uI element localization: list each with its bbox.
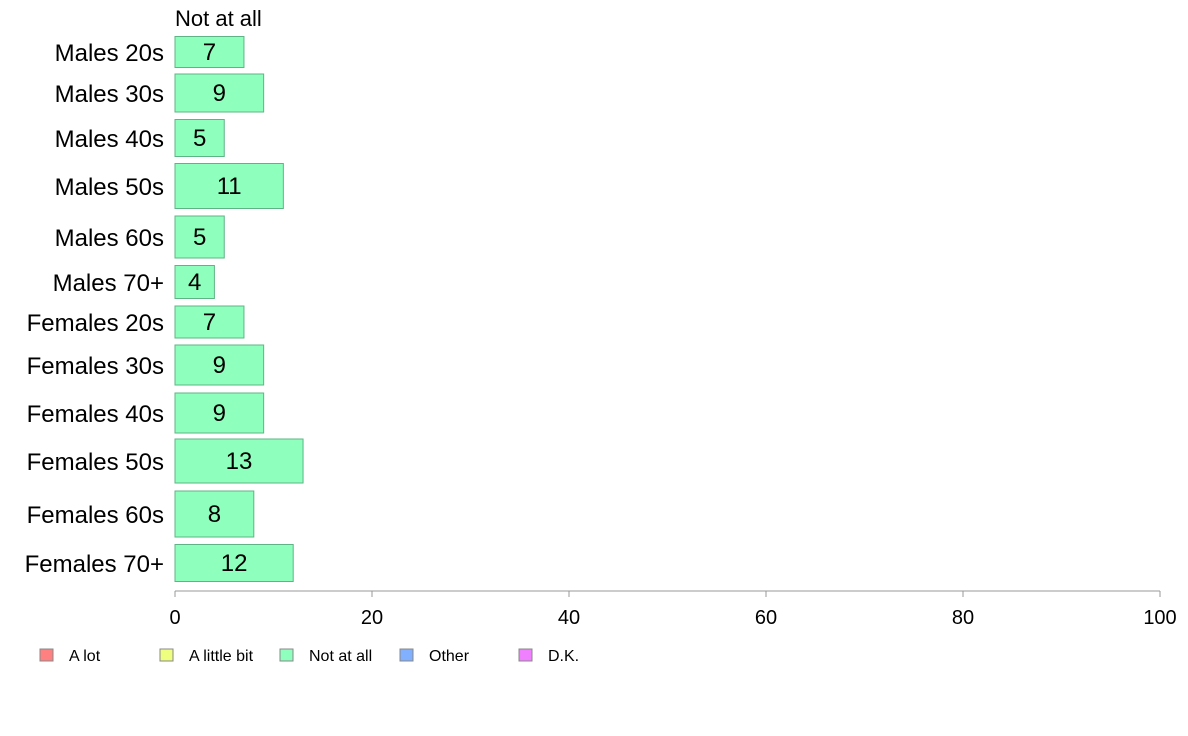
category-label: Females 70+	[25, 551, 164, 578]
value-label: 8	[208, 501, 221, 528]
tick-label: 0	[169, 607, 180, 629]
legend-label: D.K.	[548, 648, 579, 665]
value-label: 9	[213, 80, 226, 107]
value-label: 12	[221, 550, 248, 577]
tick-label: 60	[755, 607, 777, 629]
bar	[174, 490, 255, 538]
category-labels: Males 20s Males 30s Males 40s Males 50s Male…	[25, 40, 164, 578]
bar	[174, 265, 215, 299]
category-label: Males 30s	[55, 81, 164, 108]
category-label: Males 70+	[53, 270, 164, 297]
tick-label: 100	[1143, 607, 1176, 629]
legend-label: Other	[429, 648, 470, 665]
value-label: 7	[203, 39, 216, 66]
value-label: 11	[217, 173, 242, 200]
category-label: Males 50s	[55, 174, 164, 201]
legend-label: A little bit	[189, 648, 254, 665]
tick-label: 20	[361, 607, 383, 629]
bar	[174, 438, 304, 484]
bar	[174, 544, 294, 582]
bar	[174, 344, 265, 386]
legend-swatch	[518, 648, 533, 662]
category-label: Females 30s	[27, 353, 164, 380]
category-label: Females 50s	[27, 449, 164, 476]
legend-swatch	[159, 648, 174, 662]
legend-swatch	[399, 648, 414, 662]
value-label: 5	[193, 125, 206, 152]
bar	[174, 392, 265, 434]
category-label: Males 60s	[55, 225, 164, 252]
bar	[174, 73, 265, 113]
tick-label: 40	[558, 607, 580, 629]
value-label: 4	[188, 269, 201, 296]
bar	[174, 215, 225, 259]
tick-label: 80	[952, 607, 974, 629]
category-label: Females 60s	[27, 502, 164, 529]
category-label: Males 40s	[55, 126, 164, 153]
value-label: 9	[213, 400, 226, 427]
value-label: 9	[213, 352, 226, 379]
category-label: Females 20s	[27, 310, 164, 337]
legend: A lot A little bit Not at all Other D.K.	[39, 648, 579, 665]
x-axis: 0 20 40 60 80 100	[169, 590, 1177, 629]
legend-swatch	[39, 648, 54, 662]
bar	[174, 119, 225, 157]
legend-label: Not at all	[309, 648, 372, 665]
series-title: Not at all	[175, 6, 262, 31]
category-label: Females 40s	[27, 401, 164, 428]
bar	[174, 305, 245, 339]
bar	[174, 36, 245, 68]
legend-swatch	[279, 648, 294, 662]
legend-label: A lot	[69, 648, 101, 665]
category-label: Males 20s	[55, 40, 164, 67]
value-label: 5	[193, 224, 206, 251]
value-label: 13	[226, 448, 253, 475]
bar	[174, 163, 284, 209]
value-label: 7	[203, 309, 216, 336]
